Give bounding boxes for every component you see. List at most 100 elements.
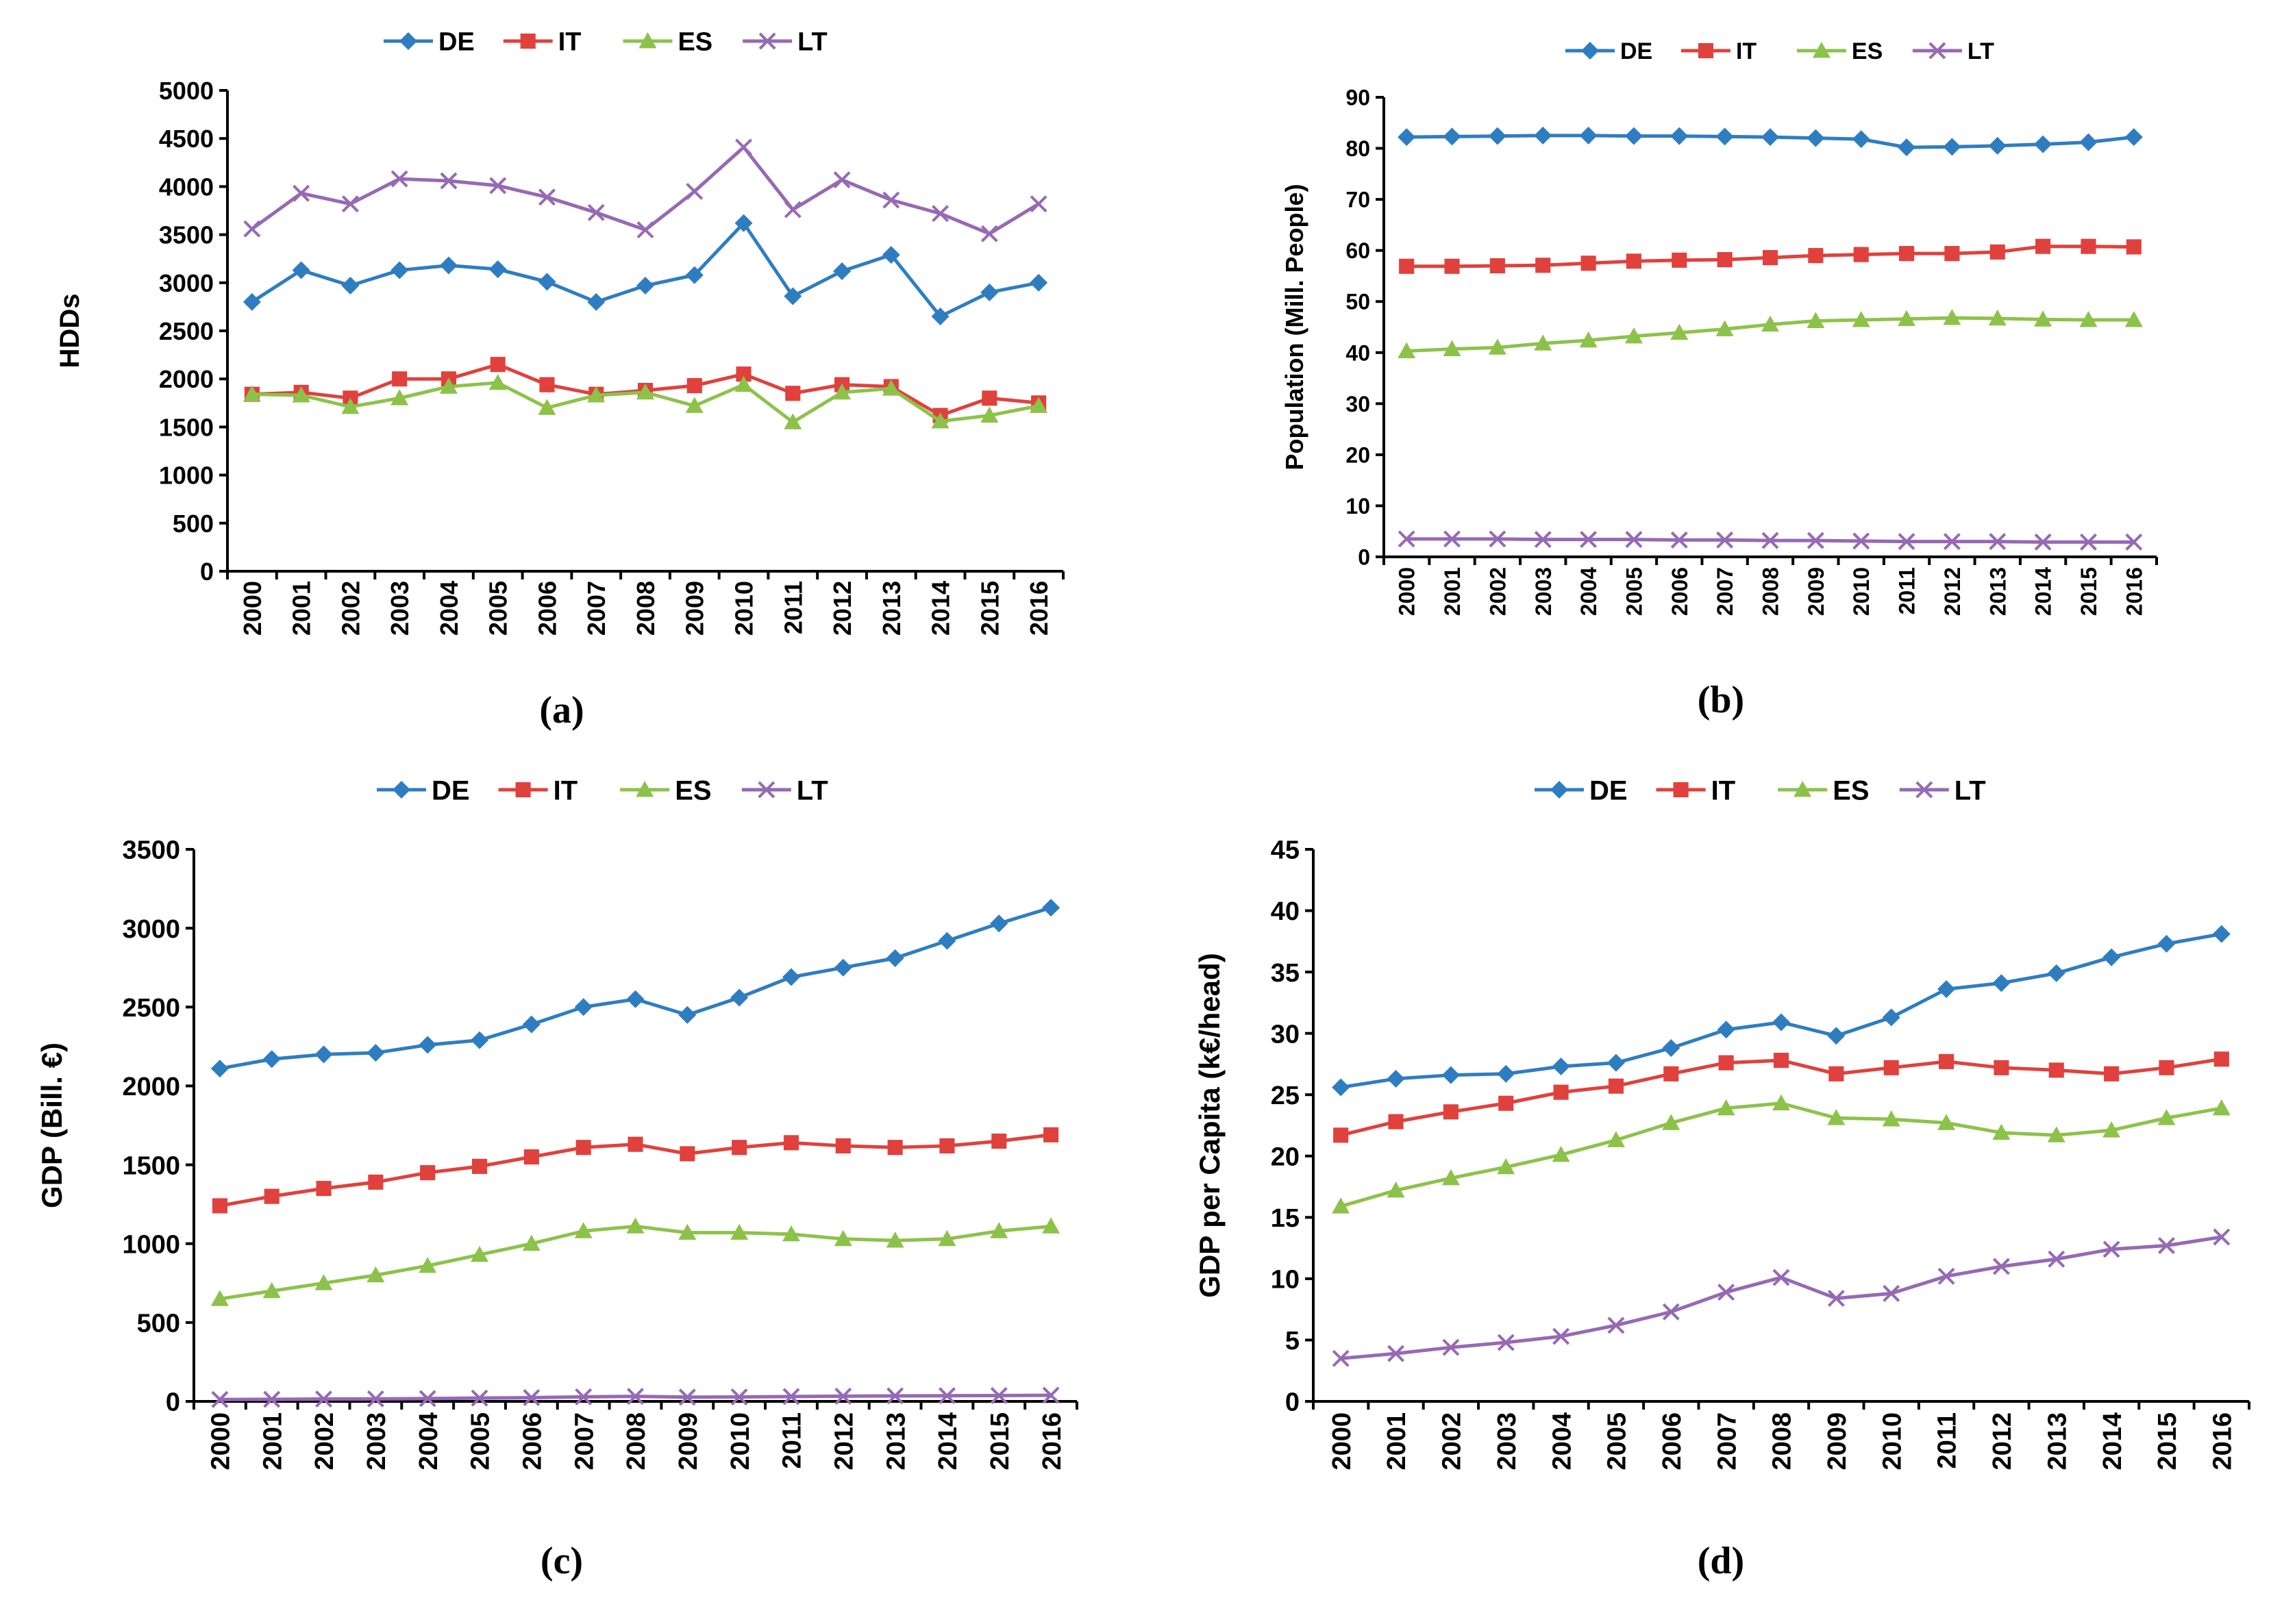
data-point-lt: [1716, 531, 1734, 549]
data-point-de: [243, 292, 261, 311]
x-tick-label: 2003: [386, 581, 414, 636]
data-point-de: [886, 949, 904, 967]
data-point-es: [1988, 309, 2007, 326]
y-tick-label: 80: [1345, 136, 1370, 161]
data-point-de: [1943, 138, 1961, 156]
data-point-de: [1937, 980, 1956, 999]
y-tick-label: 5000: [159, 77, 214, 105]
data-point-de: [1772, 1013, 1790, 1032]
y-tick-label: 40: [1345, 340, 1370, 365]
data-point-lt: [1989, 533, 2007, 551]
data-point-de: [678, 1005, 697, 1024]
y-tick-label: 1500: [159, 413, 214, 441]
data-point-es: [367, 1266, 385, 1283]
legend-marker-es: [1812, 42, 1831, 58]
series-es: [210, 1217, 1060, 1306]
data-point-de: [1042, 899, 1060, 917]
data-point-de: [1992, 974, 2011, 992]
y-axis-title: GDP per Capita (k€/head): [1193, 953, 1226, 1297]
data-point-it: [2104, 1066, 2120, 1082]
data-point-lt: [419, 1390, 436, 1408]
y-tick-label: 2000: [159, 365, 214, 393]
data-point-es: [1882, 1110, 1900, 1127]
data-point-es: [2212, 1099, 2231, 1116]
panel-caption: (b): [1698, 679, 1744, 721]
data-point-lt: [990, 1387, 1008, 1404]
data-point-es: [2047, 1126, 2065, 1142]
data-point-es: [2079, 311, 2098, 327]
data-point-it: [1043, 1127, 1059, 1142]
data-point-lt: [1332, 1349, 1350, 1367]
x-tick-label: 2006: [519, 1412, 547, 1471]
data-point-de: [574, 998, 593, 1016]
data-point-it: [1994, 1060, 2009, 1075]
series-lt: [211, 1386, 1060, 1408]
data-point-lt: [2034, 533, 2052, 551]
y-tick-label: 1000: [159, 462, 214, 490]
x-tick-label: 2009: [674, 1412, 703, 1471]
x-tick-label: 2003: [362, 1412, 391, 1471]
data-point-lt: [390, 170, 408, 188]
data-point-it: [628, 1136, 643, 1152]
series-de: [210, 899, 1060, 1078]
data-point-es: [2124, 311, 2143, 327]
data-point-de: [1624, 127, 1643, 145]
data-point-de: [1488, 127, 1506, 145]
data-point-it: [1388, 1114, 1404, 1129]
data-point-de: [1443, 127, 1461, 146]
data-point-it: [991, 1133, 1007, 1149]
data-point-es: [471, 1245, 489, 1262]
data-point-it: [1608, 1078, 1624, 1094]
data-point-it: [1672, 252, 1687, 268]
x-tick-label: 2009: [1804, 567, 1828, 616]
y-tick-label: 10: [1271, 1266, 1300, 1295]
data-point-es: [1387, 1181, 1405, 1198]
data-point-es: [1662, 1114, 1680, 1130]
legend: DE IT ES LT: [1535, 775, 1986, 805]
data-point-de: [1606, 1053, 1625, 1072]
x-tick-label: 2001: [258, 1412, 287, 1471]
data-point-de: [2102, 948, 2121, 966]
x-tick-label: 2014: [934, 1412, 963, 1471]
x-tick-label: 2000: [1328, 1412, 1356, 1471]
data-point-es: [882, 379, 900, 396]
y-tick-label: 30: [1345, 392, 1370, 416]
data-point-it: [1828, 1066, 1844, 1082]
data-point-it: [835, 1138, 851, 1153]
data-point-de: [1030, 273, 1048, 292]
series-it: [1333, 1051, 2229, 1143]
x-tick-label: 2008: [622, 1412, 651, 1471]
legend-label-lt: LT: [1968, 38, 1994, 64]
x-tick-label: 2004: [414, 1412, 443, 1471]
data-point-it: [1399, 258, 1415, 274]
y-tick-label: 1000: [122, 1230, 180, 1259]
legend-label-de: DE: [1589, 775, 1628, 805]
legend-marker-de: [393, 781, 410, 799]
data-point-it: [420, 1165, 436, 1181]
x-tick-label: 2002: [1485, 567, 1510, 616]
data-point-lt: [1807, 532, 1824, 549]
series-it: [1399, 238, 2142, 274]
data-point-lt: [1030, 195, 1047, 213]
data-point-lt: [882, 191, 900, 209]
x-tick-label: 2010: [1878, 1412, 1907, 1471]
x-tick-label: 2009: [1823, 1412, 1852, 1471]
data-point-de: [636, 277, 654, 295]
data-point-lt: [678, 1388, 696, 1406]
data-point-it: [1444, 258, 1460, 274]
data-point-es: [1852, 311, 1870, 327]
y-tick-label: 15: [1271, 1204, 1300, 1233]
data-point-de: [834, 958, 852, 977]
data-point-it: [1580, 255, 1596, 271]
data-point-lt: [440, 172, 458, 190]
x-tick-label: 2013: [878, 581, 906, 636]
data-point-es: [1497, 1158, 1515, 1175]
data-point-it: [575, 1140, 591, 1155]
data-point-es: [834, 1229, 852, 1247]
data-point-it: [1944, 246, 1960, 262]
x-tick-label: 2011: [1895, 567, 1920, 614]
y-axis-title: Population (Mill. People): [1280, 184, 1308, 471]
data-point-it: [2081, 238, 2096, 254]
data-point-lt: [1937, 1267, 1955, 1285]
legend-marker-lt: [1928, 42, 1946, 60]
